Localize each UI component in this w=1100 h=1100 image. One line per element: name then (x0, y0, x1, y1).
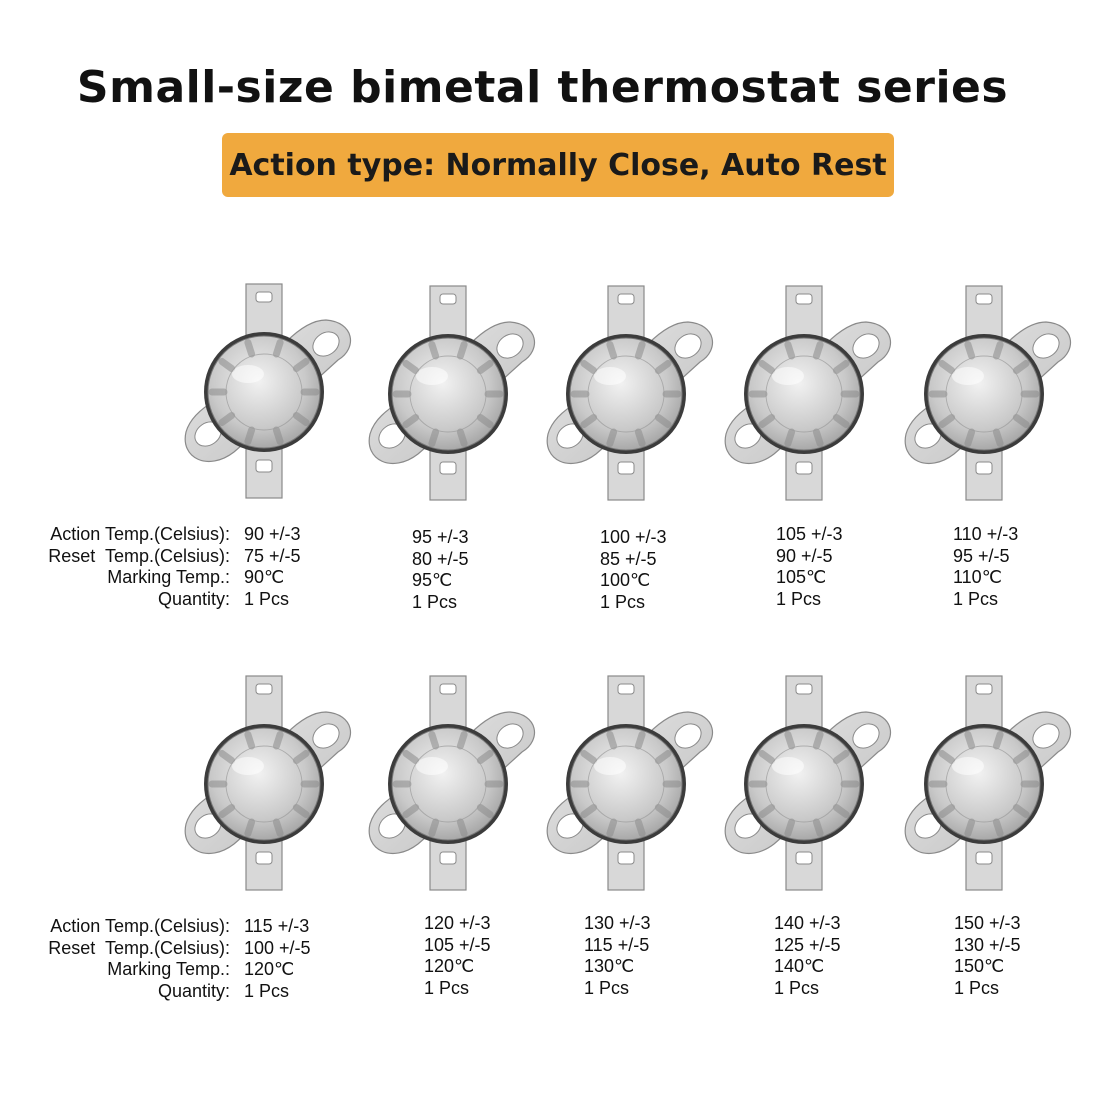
action-temp-value: 90 +/-3 (244, 524, 301, 544)
spec-column: 120 +/-3 105 +/-5 120℃ 1 Pcs (424, 913, 491, 999)
marking-temp-value: 105℃ (776, 567, 827, 587)
thermostat-image (538, 284, 718, 504)
quantity-value: 1 Pcs (953, 588, 999, 609)
marking-temp-value: 100℃ (600, 570, 651, 590)
action-temp-value: 120 +/-3 (424, 913, 491, 933)
reset-temp-value: 105 +/-5 (424, 934, 491, 955)
page-title: Small-size bimetal thermostat series (76, 62, 1009, 113)
spec-labels: Action Temp.(Celsius): Reset Temp.(Celsi… (48, 524, 230, 610)
quantity-value: 1 Pcs (244, 588, 290, 609)
action-temp-value: 150 +/-3 (954, 913, 1021, 933)
action-temp-value: 140 +/-3 (774, 913, 841, 933)
spec-column: 150 +/-3 130 +/-5 150℃ 1 Pcs (954, 913, 1021, 999)
marking-temp-value: 110℃ (953, 567, 1002, 587)
spec-labels: Action Temp.(Celsius): Reset Temp.(Celsi… (48, 916, 230, 1002)
thermostat-image (896, 284, 1076, 504)
thermostat-image (896, 674, 1076, 894)
quantity-value: 1 Pcs (244, 980, 290, 1001)
quantity-value: 1 Pcs (412, 591, 458, 612)
spec-column: 105 +/-3 90 +/-5 105℃ 1 Pcs (776, 524, 843, 610)
marking-temp-value: 95℃ (412, 570, 453, 590)
thermostat-image (360, 674, 540, 894)
marking-temp-label: Marking Temp.: (107, 567, 230, 587)
quantity-value: 1 Pcs (424, 977, 470, 998)
spec-column: 140 +/-3 125 +/-5 140℃ 1 Pcs (774, 913, 841, 999)
reset-temp-label: Reset Temp.(Celsius): (48, 545, 230, 566)
reset-temp-value: 115 +/-5 (584, 934, 650, 955)
action-temp-value: 115 +/-3 (244, 916, 310, 936)
action-temp-value: 95 +/-3 (412, 527, 469, 547)
action-temp-value: 100 +/-3 (600, 527, 667, 547)
thermostat-image (176, 282, 356, 502)
action-temp-label: Action Temp.(Celsius): (50, 916, 230, 936)
action-type-badge: Action type: Normally Close, Auto Rest (222, 133, 894, 197)
quantity-value: 1 Pcs (776, 588, 822, 609)
spec-column: 100 +/-3 85 +/-5 100℃ 1 Pcs (600, 527, 667, 613)
spec-column: 90 +/-3 75 +/-5 90℃ 1 Pcs (244, 524, 301, 610)
reset-temp-value: 90 +/-5 (776, 545, 833, 566)
thermostat-image (538, 674, 718, 894)
marking-temp-value: 140℃ (774, 956, 825, 976)
reset-temp-value: 95 +/-5 (953, 545, 1010, 566)
thermostat-image (176, 674, 356, 894)
action-temp-value: 105 +/-3 (776, 524, 843, 544)
spec-column: 115 +/-3 100 +/-5 120℃ 1 Pcs (244, 916, 311, 1002)
action-temp-value: 130 +/-3 (584, 913, 651, 933)
marking-temp-value: 130℃ (584, 956, 635, 976)
quantity-value: 1 Pcs (954, 977, 1000, 998)
reset-temp-value: 75 +/-5 (244, 545, 301, 566)
quantity-value: 1 Pcs (774, 977, 820, 998)
marking-temp-value: 120℃ (424, 956, 475, 976)
action-temp-value: 110 +/-3 (953, 524, 1019, 544)
marking-temp-label: Marking Temp.: (107, 959, 230, 979)
reset-temp-value: 125 +/-5 (774, 934, 841, 955)
marking-temp-value: 90℃ (244, 567, 285, 587)
quantity-label: Quantity: (157, 980, 230, 1001)
spec-column: 95 +/-3 80 +/-5 95℃ 1 Pcs (412, 527, 469, 613)
quantity-label: Quantity: (157, 588, 230, 609)
thermostat-image (716, 284, 896, 504)
marking-temp-value: 120℃ (244, 959, 295, 979)
reset-temp-value: 130 +/-5 (954, 934, 1021, 955)
quantity-value: 1 Pcs (584, 977, 630, 998)
reset-temp-label: Reset Temp.(Celsius): (48, 937, 230, 958)
action-temp-label: Action Temp.(Celsius): (50, 524, 230, 544)
marking-temp-value: 150℃ (954, 956, 1005, 976)
reset-temp-value: 80 +/-5 (412, 548, 469, 569)
quantity-value: 1 Pcs (600, 591, 646, 612)
spec-column: 110 +/-3 95 +/-5 110℃ 1 Pcs (953, 524, 1018, 610)
thermostat-image (716, 674, 896, 894)
spec-column: 130 +/-3 115 +/-5 130℃ 1 Pcs (584, 913, 651, 999)
reset-temp-value: 85 +/-5 (600, 548, 657, 569)
thermostat-image (360, 284, 540, 504)
reset-temp-value: 100 +/-5 (244, 937, 311, 958)
